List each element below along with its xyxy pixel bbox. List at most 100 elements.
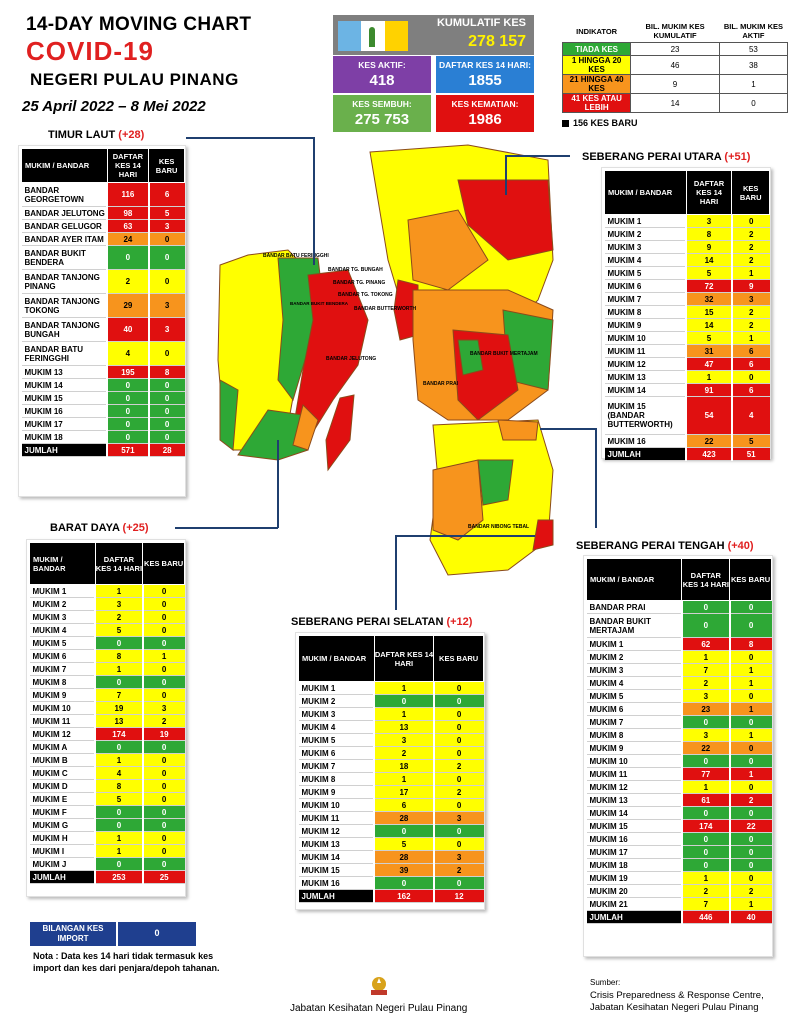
mainland-south-red-region bbox=[532, 519, 554, 551]
row-name: MUKIM 2 bbox=[298, 694, 375, 708]
map-label-tg-pinang: BANDAR TG. PINANG bbox=[333, 280, 385, 286]
col-header-daftar: DAFTAR KES 14 HARI bbox=[94, 542, 144, 585]
row-name: MUKIM 7 bbox=[29, 662, 96, 676]
row-name: MUKIM 5 bbox=[298, 733, 375, 747]
row-baru: 2 bbox=[432, 785, 484, 799]
row-daftar: 8 bbox=[94, 649, 143, 663]
row-daftar: 22 bbox=[680, 741, 730, 755]
row-name: MUKIM 2 bbox=[604, 227, 687, 241]
row-name: MUKIM 17 bbox=[586, 845, 682, 859]
row-daftar: 63 bbox=[106, 219, 149, 233]
row-name: MUKIM 21 bbox=[586, 897, 682, 911]
map-label-prai: BANDAR PRAI bbox=[423, 381, 459, 387]
row-name: MUKIM 11 bbox=[604, 344, 687, 358]
row-daftar: 3 bbox=[680, 728, 730, 742]
row-baru: 0 bbox=[141, 831, 185, 845]
row-daftar: 174 bbox=[680, 819, 730, 833]
table-row: MUKIM 9 14 2 bbox=[604, 318, 770, 332]
row-baru: 1 bbox=[730, 266, 770, 280]
row-baru: 1 bbox=[728, 663, 772, 677]
barat-daya-heading: BARAT DAYA (+25) bbox=[50, 522, 149, 534]
table-row: MUKIM 14 28 3 bbox=[298, 850, 484, 864]
island-southwest-region bbox=[219, 379, 239, 451]
kumulatif-value: 278 157 bbox=[468, 33, 526, 50]
legend-row: 21 HINGGA 40 KES 9 1 bbox=[561, 74, 789, 94]
sembuh-value: 275 753 bbox=[354, 111, 410, 128]
row-name: MUKIM G bbox=[29, 818, 96, 832]
col-header-mukim: MUKIM / BANDAR bbox=[298, 635, 375, 682]
row-baru: 0 bbox=[141, 597, 185, 611]
table-row: MUKIM 15 0 0 bbox=[21, 391, 185, 405]
legend-kumulatif: 14 bbox=[630, 93, 720, 113]
section-name: BARAT DAYA bbox=[50, 522, 120, 534]
kematian-box: KES KEMATIAN: 1986 bbox=[436, 95, 534, 132]
row-name: MUKIM 15 bbox=[586, 819, 682, 833]
table-row: BANDAR TANJONG BUNGAH 40 3 bbox=[21, 317, 185, 342]
barat-daya-table: MUKIM / BANDAR DAFTAR KES 14 HARI KES BA… bbox=[29, 542, 185, 884]
row-baru: 4 bbox=[730, 396, 770, 435]
row-baru: 3 bbox=[141, 701, 185, 715]
map-label-jelutong: BANDAR JELUTONG bbox=[326, 356, 376, 362]
row-daftar: 2 bbox=[680, 676, 730, 690]
source-label: Sumber: bbox=[590, 978, 621, 987]
row-daftar: 2 bbox=[106, 269, 149, 294]
table-row: MUKIM 10 19 3 bbox=[29, 701, 185, 715]
table-row: MUKIM 7 18 2 bbox=[298, 759, 484, 773]
row-baru: 0 bbox=[432, 837, 484, 851]
sembuh-label: KES SEMBUH: bbox=[352, 99, 412, 109]
row-name: MUKIM 13 bbox=[604, 370, 687, 384]
row-daftar: 91 bbox=[685, 383, 732, 397]
row-name: MUKIM 16 bbox=[21, 404, 108, 418]
row-baru: 0 bbox=[432, 707, 484, 721]
row-baru: 0 bbox=[141, 688, 185, 702]
section-new-count: (+28) bbox=[118, 129, 145, 141]
row-name: MUKIM D bbox=[29, 779, 96, 793]
row-baru: 0 bbox=[141, 766, 185, 780]
row-name: MUKIM 9 bbox=[29, 688, 96, 702]
island-southeast-region bbox=[292, 404, 319, 451]
legend-kumulatif: 23 bbox=[630, 42, 720, 56]
legend-aktif: 0 bbox=[718, 93, 789, 113]
jerejak-island-region bbox=[325, 394, 355, 472]
row-daftar: 9 bbox=[685, 240, 732, 254]
table-row: MUKIM 13 61 2 bbox=[586, 793, 772, 807]
total-label: JUMLAH bbox=[21, 443, 108, 457]
total-label: JUMLAH bbox=[29, 870, 96, 884]
timur-laut-panel: MUKIM / BANDAR DAFTAR KES 14 HARI KES BA… bbox=[18, 145, 186, 497]
row-daftar: 1 bbox=[94, 844, 143, 858]
total-baru: 25 bbox=[141, 870, 185, 884]
row-name: MUKIM 11 bbox=[298, 811, 375, 825]
section-name: TIMUR LAUT bbox=[48, 129, 116, 141]
table-row: MUKIM 18 0 0 bbox=[21, 430, 185, 444]
row-baru: 0 bbox=[432, 733, 484, 747]
daftar-label: DAFTAR KES 14 HARI: bbox=[439, 60, 531, 70]
row-baru: 0 bbox=[147, 245, 185, 270]
section-name: SEBERANG PERAI TENGAH bbox=[576, 540, 725, 552]
row-baru: 2 bbox=[730, 240, 770, 254]
row-baru: 0 bbox=[141, 675, 185, 689]
kematian-value: 1986 bbox=[468, 111, 502, 128]
total-daftar: 162 bbox=[373, 889, 434, 903]
row-name: BANDAR GEORGETOWN bbox=[21, 182, 108, 207]
row-name: MUKIM 4 bbox=[604, 253, 687, 267]
row-daftar: 0 bbox=[106, 391, 149, 405]
row-daftar: 47 bbox=[685, 357, 732, 371]
row-baru: 8 bbox=[147, 365, 185, 379]
row-baru: 0 bbox=[730, 370, 770, 384]
row-daftar: 0 bbox=[680, 845, 730, 859]
row-baru: 0 bbox=[147, 417, 185, 431]
row-daftar: 23 bbox=[680, 702, 730, 716]
row-baru: 3 bbox=[730, 292, 770, 306]
sps-table: MUKIM / BANDAR DAFTAR KES 14 HARI KES BA… bbox=[298, 635, 484, 903]
row-baru: 0 bbox=[730, 214, 770, 228]
row-baru: 0 bbox=[728, 689, 772, 703]
